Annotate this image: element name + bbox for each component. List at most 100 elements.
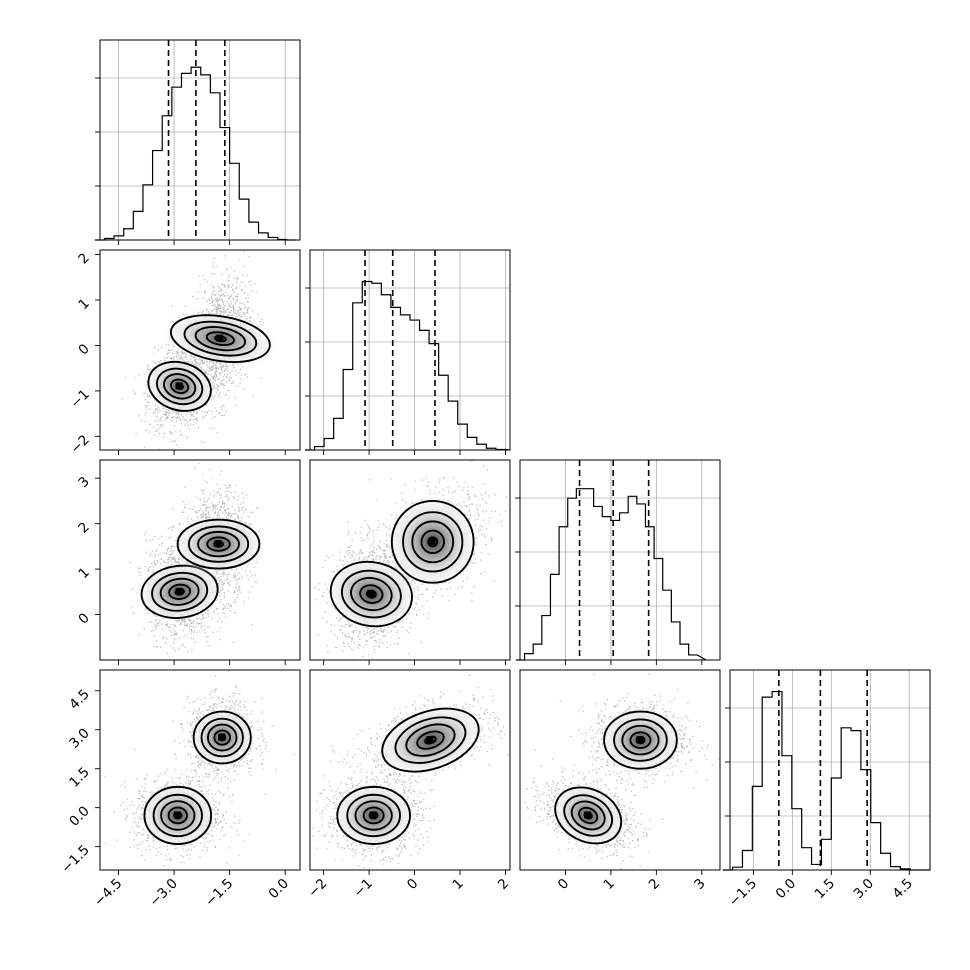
scatter-point [250,511,252,514]
scatter-point [145,551,147,554]
scatter-point [243,303,246,306]
scatter-point [244,315,247,318]
scatter-point [206,412,209,414]
scatter-point [336,637,339,639]
scatter-point [155,640,158,642]
scatter-point [172,344,174,347]
scatter-point [210,310,213,313]
scatter-point [224,508,227,511]
scatter-point [219,312,222,315]
scatter-point [172,558,174,560]
density-contour [205,331,235,347]
scatter-point [153,560,155,562]
scatter-point [180,419,182,422]
scatter-point [216,571,219,574]
scatter-point [176,620,179,623]
scatter-point [253,566,256,569]
scatter-point [213,299,215,302]
scatter-point [233,491,236,493]
scatter-point [158,619,161,621]
scatter-point [144,392,146,394]
scatter-point [206,481,209,484]
scatter-point [180,413,183,416]
scatter-point [169,536,172,539]
scatter-point [184,503,187,506]
scatter-point [221,586,223,589]
scatter-point [402,620,405,623]
scatter-point [175,417,178,420]
scatter-point [207,609,209,612]
scatter-point [181,620,184,623]
scatter-point [156,548,158,551]
scatter-point [226,577,229,579]
scatter-point [224,309,227,312]
scatter-point [220,621,223,624]
scatter-point [162,617,165,620]
scatter-point [154,553,156,555]
scatter-point [172,526,174,528]
scatter-point [222,603,224,606]
scatter-point [218,412,220,415]
scatter-point [192,423,195,426]
scatter-point [181,357,183,359]
scatter-point [200,507,202,510]
scatter-point [212,381,214,384]
scatter-point [175,536,178,539]
scatter-point [212,496,215,498]
scatter-panel-1-3 [95,459,301,661]
scatter-point [143,628,146,630]
scatter-point [212,304,214,307]
scatter-point [170,469,172,471]
scatter-point [211,297,213,300]
scatter-point [216,312,218,315]
scatter-point [152,614,155,616]
scatter-point [208,468,211,471]
scatter-point [228,573,231,575]
scatter-point [193,620,196,622]
scatter-point [186,436,189,439]
density-peak [216,334,224,342]
scatter-point [164,356,166,359]
scatter-point [208,299,211,301]
scatter-point [405,618,408,620]
scatter-point [132,389,135,392]
scatter-point [145,429,148,432]
scatter-point [220,368,223,370]
scatter-point [151,550,154,553]
scatter-point [228,584,231,587]
scatter-point [206,360,208,363]
scatter-point [246,574,248,577]
scatter-point [220,380,222,382]
scatter-point [242,292,245,295]
scatter-point [189,413,192,416]
scatter-point [219,638,221,641]
scatter-point [247,515,250,518]
scatter-point [170,545,172,547]
scatter-point [212,287,215,289]
scatter-point [373,639,376,642]
scatter-point [149,408,152,410]
scatter-point [218,516,221,519]
scatter-point [171,352,174,355]
scatter-point [157,423,159,426]
scatter-point [187,650,189,653]
scatter-point [228,284,230,287]
scatter-point [228,286,230,289]
scatter-point [202,613,205,616]
scatter-point [181,618,183,620]
scatter-point [221,299,223,301]
scatter-point [149,368,152,371]
scatter-point [234,309,236,311]
scatter-point [184,646,186,649]
scatter-point [231,314,234,316]
scatter-point [194,361,197,363]
scatter-point [162,413,165,415]
scatter-point [160,420,162,422]
scatter-point [257,325,260,327]
scatter-point [214,363,216,365]
scatter-point [210,501,213,504]
scatter-point [233,497,236,499]
scatter-point [256,561,258,564]
scatter-point [166,625,168,627]
scatter-point [231,568,233,571]
